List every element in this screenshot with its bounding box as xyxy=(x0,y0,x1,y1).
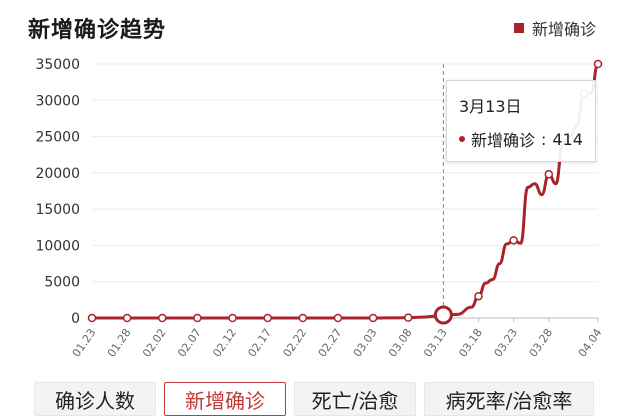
highlight-point xyxy=(433,305,453,325)
y-tick-label: 10000 xyxy=(35,238,80,254)
data-point xyxy=(333,313,343,323)
y-tick-label: 15000 xyxy=(35,202,80,218)
tooltip: 3月13日 新增确诊:414 xyxy=(446,80,596,162)
data-point xyxy=(298,313,308,323)
data-point xyxy=(593,59,603,69)
x-tick-label: 02.02 xyxy=(140,326,169,359)
legend[interactable]: 新增确诊 xyxy=(513,16,596,40)
y-tick-label: 0 xyxy=(71,311,80,327)
x-tick-label: 03.23 xyxy=(491,326,520,359)
data-point xyxy=(404,313,413,322)
y-tick-label: 20000 xyxy=(35,166,80,182)
data-point xyxy=(122,313,132,323)
y-tick-label: 25000 xyxy=(35,130,80,146)
line-chart[interactable]: 0 5000 10000 15000 20000 25000 30000 35000 01.23… xyxy=(0,0,640,402)
series-line xyxy=(92,62,600,320)
chart-title: 新增确诊趋势 xyxy=(28,18,167,43)
x-tick-label: 04.04 xyxy=(576,326,605,359)
data-point xyxy=(544,170,554,179)
x-tick-label: 03.03 xyxy=(351,326,380,359)
tab-rates[interactable]: 病死率/治愈率 xyxy=(424,382,594,416)
y-tick-label: 5000 xyxy=(44,275,80,291)
x-tick-label: 03.13 xyxy=(421,326,450,359)
y-tick-label: 35000 xyxy=(35,57,80,73)
x-tick-label: 02.12 xyxy=(210,326,239,359)
x-tick-label: 01.23 xyxy=(70,326,99,359)
tab-confirmed[interactable]: 确诊人数 xyxy=(34,382,156,416)
legend-label: 新增确诊 xyxy=(531,20,596,39)
metric-tabs: 确诊人数 新增确诊 死亡/治愈 病死率/治愈率 xyxy=(34,382,594,416)
tooltip-value: 414 xyxy=(552,129,583,149)
x-tick-label: 03.08 xyxy=(386,326,415,359)
data-point xyxy=(263,313,272,323)
legend-swatch-icon xyxy=(513,23,524,33)
x-tick-label: 02.27 xyxy=(316,326,345,359)
tab-new-confirmed[interactable]: 新增确诊 xyxy=(164,382,286,416)
x-tick-label: 02.07 xyxy=(175,326,204,359)
data-point xyxy=(87,313,97,323)
data-point xyxy=(368,313,378,323)
data-point xyxy=(474,291,483,301)
x-tick-label: 01.28 xyxy=(105,326,134,359)
y-tick-label: 30000 xyxy=(35,93,80,109)
tooltip-colon: : xyxy=(541,129,547,149)
tooltip-row: 新增确诊:414 xyxy=(459,127,583,151)
tooltip-series: 新增确诊 xyxy=(471,131,536,150)
x-tick-label: 02.22 xyxy=(281,326,310,359)
tab-death-cured[interactable]: 死亡/治愈 xyxy=(294,382,416,416)
data-point xyxy=(158,313,167,323)
x-tick-label: 03.18 xyxy=(456,326,485,359)
series-dot-icon xyxy=(459,136,465,142)
x-tick-label: 02.17 xyxy=(245,326,274,359)
x-tick-label: 03.28 xyxy=(527,326,556,359)
tooltip-date: 3月13日 xyxy=(459,97,522,116)
data-point xyxy=(228,313,237,323)
data-point xyxy=(193,313,202,323)
data-point xyxy=(509,236,518,245)
